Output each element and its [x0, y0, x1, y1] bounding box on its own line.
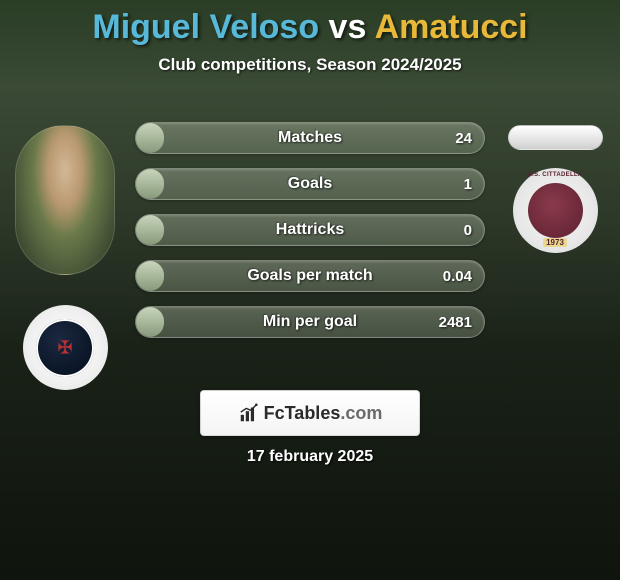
- stat-row-matches: Matches 24: [135, 122, 485, 154]
- stat-fill: [136, 261, 164, 291]
- stat-label: Min per goal: [263, 313, 357, 331]
- subtitle: Club competitions, Season 2024/2025: [0, 55, 620, 75]
- stat-value-right: 0.04: [443, 268, 472, 285]
- stat-value-right: 2481: [439, 314, 472, 331]
- stat-row-goals-per-match: Goals per match 0.04: [135, 260, 485, 292]
- stats-bars-container: Matches 24 Goals 1 Hattricks 0 Goals per…: [135, 122, 485, 338]
- stat-label: Goals: [288, 175, 332, 193]
- brand-text: FcTables.com: [264, 403, 383, 424]
- stat-label: Hattricks: [276, 221, 344, 239]
- stat-row-hattricks: Hattricks 0: [135, 214, 485, 246]
- stat-value-right: 1: [464, 176, 472, 193]
- player2-name: Amatucci: [375, 8, 528, 46]
- stat-label: Goals per match: [247, 267, 372, 285]
- player2-club-badge: A.S. CITTADELLA: [513, 168, 598, 253]
- player1-club-badge: [23, 305, 108, 390]
- footer-date: 17 february 2025: [247, 448, 373, 466]
- player1-name: Miguel Veloso: [92, 8, 319, 46]
- stats-icon: [238, 402, 260, 424]
- stat-fill: [136, 215, 164, 245]
- left-player-column: [10, 125, 120, 390]
- right-player-column: A.S. CITTADELLA: [500, 125, 610, 253]
- stat-fill: [136, 307, 164, 337]
- player2-avatar-placeholder: [508, 125, 603, 150]
- stat-fill: [136, 169, 164, 199]
- vs-separator: vs: [329, 8, 367, 46]
- stat-row-min-per-goal: Min per goal 2481: [135, 306, 485, 338]
- player1-avatar: [15, 125, 115, 275]
- club-badge-text: A.S. CITTADELLA: [527, 172, 582, 178]
- stat-label: Matches: [278, 129, 342, 147]
- stat-value-right: 0: [464, 222, 472, 239]
- brand-suffix: .com: [340, 403, 382, 423]
- comparison-title: Miguel Veloso vs Amatucci: [0, 0, 620, 47]
- brand-name: FcTables: [264, 403, 341, 423]
- brand-watermark: FcTables.com: [200, 390, 420, 436]
- stat-fill: [136, 123, 164, 153]
- stat-row-goals: Goals 1: [135, 168, 485, 200]
- stat-value-right: 24: [455, 130, 472, 147]
